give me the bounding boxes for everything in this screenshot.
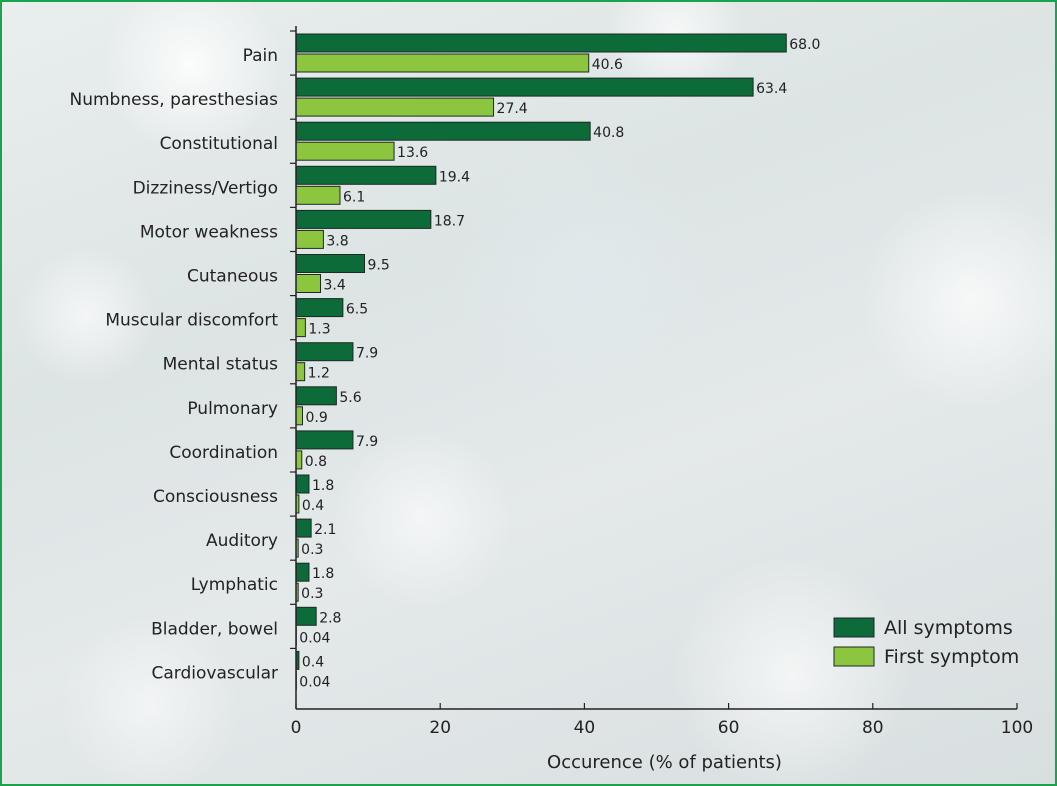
category-label-8: Pulmonary (187, 399, 278, 419)
value-label-first-11: 0.3 (301, 542, 323, 558)
category-label-13: Bladder, bowel (151, 619, 278, 639)
legend: All symptoms First symptom (833, 617, 1019, 668)
value-label-all-0: 68.0 (789, 37, 820, 53)
value-label-first-14: 0.04 (299, 674, 330, 690)
bar-all-13 (295, 606, 317, 626)
value-labels-layer: 68.0 40.6 63.4 27.4 40.8 13.6 19.4 6.1 18.7 3.8 9.… (299, 37, 820, 690)
value-label-all-10: 1.8 (312, 478, 334, 494)
bar-first-3 (295, 185, 341, 205)
category-labels-layer: Pain Numbness, paresthesias Constitutional… (70, 46, 279, 683)
bar-first-0 (295, 53, 590, 73)
value-label-first-3: 6.1 (343, 189, 365, 205)
category-label-7: Mental status (163, 355, 278, 375)
bar-first-5 (295, 274, 322, 293)
value-label-first-7: 1.2 (308, 366, 330, 382)
value-label-all-9: 7.9 (356, 434, 378, 450)
bar-all-7 (295, 342, 354, 362)
category-label-6: Muscular discomfort (105, 311, 278, 331)
bar-first-7 (295, 362, 306, 382)
value-label-first-13: 0.04 (299, 630, 330, 646)
legend-label-all: All symptoms (884, 617, 1013, 639)
bar-first-8 (295, 406, 303, 426)
bar-first-4 (295, 229, 324, 249)
x-axis-title: Occurence (% of patients) (547, 752, 782, 773)
x-tick-label-2: 40 (574, 718, 596, 738)
category-label-14: Cardiovascular (152, 663, 278, 683)
value-label-all-6: 6.5 (346, 302, 368, 318)
bar-first-9 (295, 450, 303, 470)
value-label-first-1: 27.4 (497, 101, 528, 117)
bar-all-3 (295, 165, 437, 185)
bar-first-1 (295, 97, 495, 117)
value-label-all-2: 40.8 (593, 125, 624, 141)
bar-all-11 (295, 518, 312, 538)
legend-label-first: First symptom (884, 646, 1019, 668)
category-label-1: Numbness, paresthesias (70, 90, 279, 110)
value-label-all-14: 0.4 (302, 654, 324, 670)
bar-all-10 (295, 474, 310, 494)
value-label-all-4: 18.7 (434, 213, 465, 229)
bar-all-12 (295, 562, 310, 582)
category-label-4: Motor weakness (140, 222, 278, 242)
value-label-all-13: 2.8 (319, 610, 341, 626)
category-label-2: Constitutional (160, 134, 278, 154)
value-label-first-9: 0.8 (305, 454, 327, 470)
x-tick-label-4: 80 (862, 718, 884, 738)
category-label-0: Pain (243, 46, 278, 66)
value-label-all-12: 1.8 (312, 566, 334, 582)
x-tick-label-3: 60 (718, 718, 740, 738)
category-label-9: Coordination (169, 443, 278, 463)
legend-swatch-all (833, 617, 875, 638)
bar-all-1 (295, 77, 754, 97)
value-label-all-7: 7.9 (356, 346, 378, 362)
category-label-11: Auditory (206, 531, 278, 551)
axes-layer: 0 20 40 60 80 100 (290, 26, 1033, 738)
bar-all-5 (295, 254, 365, 273)
value-label-all-5: 9.5 (367, 258, 389, 274)
value-label-all-3: 19.4 (439, 169, 470, 185)
bar-all-8 (295, 386, 337, 406)
category-label-12: Lymphatic (191, 575, 278, 595)
bar-all-0 (295, 33, 787, 53)
category-label-10: Consciousness (153, 487, 278, 507)
category-label-3: Dizziness/Vertigo (133, 178, 278, 198)
value-label-first-4: 3.8 (326, 233, 348, 249)
value-label-first-5: 3.4 (324, 278, 346, 294)
bar-all-6 (295, 298, 344, 318)
bar-all-4 (295, 209, 432, 229)
x-tick-label-1: 20 (429, 718, 451, 738)
value-label-all-11: 2.1 (314, 522, 336, 538)
value-label-all-8: 5.6 (339, 390, 361, 406)
value-label-first-10: 0.4 (302, 498, 324, 514)
value-label-first-0: 40.6 (592, 57, 623, 73)
bar-first-2 (295, 141, 395, 161)
value-label-first-12: 0.3 (301, 586, 323, 602)
value-label-first-6: 1.3 (308, 322, 330, 338)
value-label-first-8: 0.9 (305, 410, 327, 426)
x-tick-label-0: 0 (291, 718, 302, 738)
legend-swatch-first (833, 646, 875, 667)
value-label-all-1: 63.4 (756, 81, 787, 97)
bar-first-6 (295, 318, 306, 338)
category-label-5: Cutaneous (187, 267, 278, 287)
bar-all-9 (295, 430, 354, 450)
bar-all-2 (295, 121, 591, 141)
value-label-first-2: 13.6 (397, 145, 428, 161)
x-tick-label-5: 100 (1001, 718, 1033, 738)
